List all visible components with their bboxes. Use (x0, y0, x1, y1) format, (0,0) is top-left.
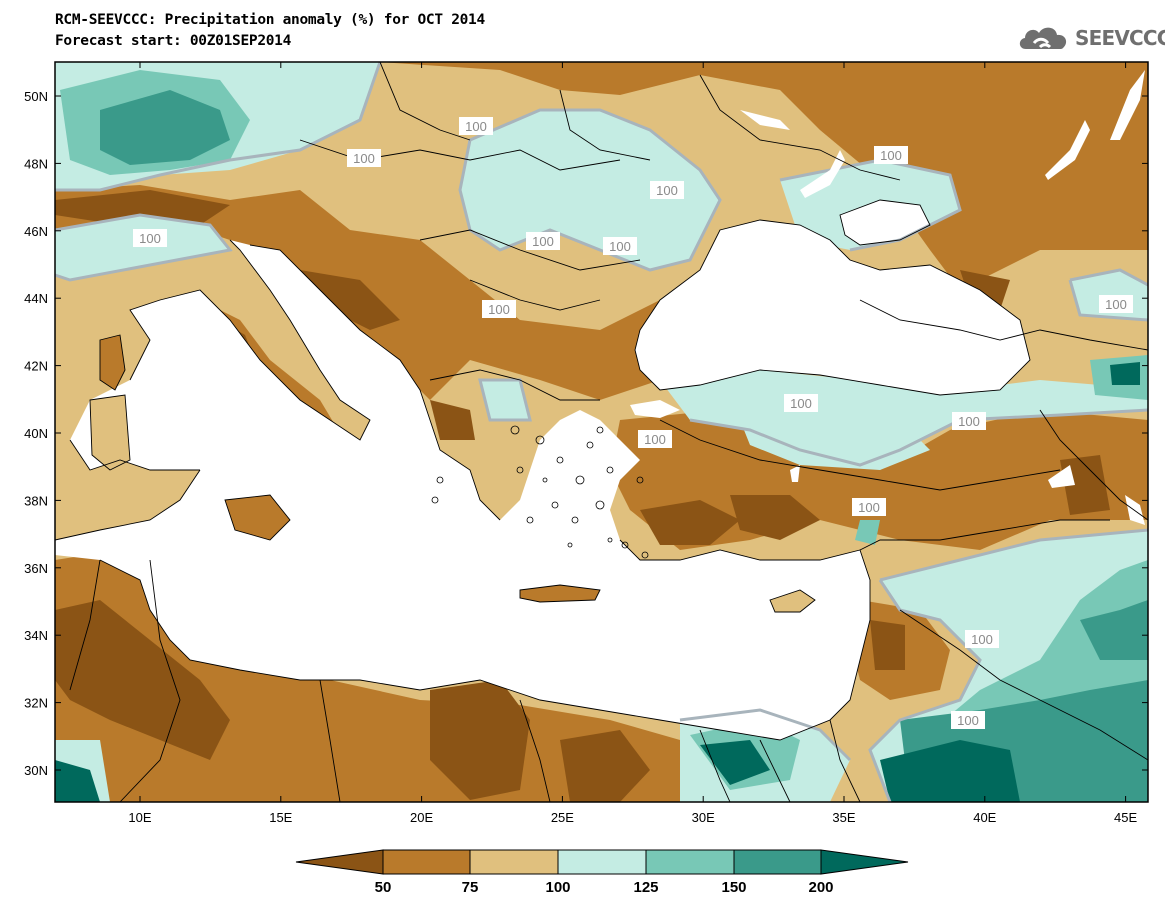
map-frame (54, 61, 1149, 803)
forecast-start-label: Forecast start: 00Z01SEP2014 (55, 33, 292, 49)
lat-tick-label: 34N (24, 628, 48, 643)
contour-label: 100 (656, 183, 678, 198)
colorbar-swatch-2 (469, 849, 559, 875)
lon-tick-label: 25E (551, 810, 574, 825)
lat-tick-label: 38N (24, 493, 48, 508)
latitude-axis: 50N 48N 46N 44N 42N 40N 38N 36N 34N 32N 30N (24, 89, 1148, 778)
colorbar-swatch-5 (733, 849, 822, 875)
contour-label: 100 (1105, 297, 1127, 312)
contour-label: 100 (880, 148, 902, 163)
colorbar-label: 50 (375, 879, 392, 896)
colorbar-swatch-6 (820, 849, 909, 875)
lon-tick-label: 20E (410, 810, 433, 825)
contour-label: 100 (609, 239, 631, 254)
colorbar-label: 150 (721, 879, 746, 896)
borders (55, 62, 1148, 802)
lat-tick-label: 42N (24, 359, 48, 374)
colorbar-swatch-3 (557, 849, 647, 875)
contour-100-lines (55, 62, 1148, 802)
lat-tick-label: 46N (24, 224, 48, 239)
colorbar-swatch-4 (645, 849, 735, 875)
colorbar-label: 75 (462, 879, 479, 896)
longitude-axis: 10E 15E 20E 25E 30E 35E 40E 45E (128, 62, 1137, 825)
lon-tick-label: 15E (269, 810, 292, 825)
contour-label: 100 (958, 414, 980, 429)
contour-label: 100 (790, 396, 812, 411)
lon-tick-label: 30E (692, 810, 715, 825)
contour-label: 100 (353, 151, 375, 166)
contour-label: 100 (465, 119, 487, 134)
colorbar-label: 125 (633, 879, 658, 896)
lat-tick-label: 50N (24, 89, 48, 104)
lat-tick-label: 40N (24, 426, 48, 441)
contour-labels: 100 100 100 100 100 100 100 100 100 100 … (133, 117, 1133, 729)
seevccc-logo: SEEVCCC (1016, 20, 1165, 56)
cloud-logo-icon (1019, 27, 1067, 49)
lat-tick-label: 44N (24, 291, 48, 306)
page-title: RCM-SEEVCCC: Precipitation anomaly (%) f… (55, 12, 485, 28)
contour-label: 100 (858, 500, 880, 515)
contour-label: 100 (532, 234, 554, 249)
contour-label: 100 (488, 302, 510, 317)
lon-tick-label: 10E (128, 810, 151, 825)
lat-tick-label: 32N (24, 696, 48, 711)
lat-tick-label: 48N (24, 156, 48, 171)
contour-label: 100 (139, 231, 161, 246)
colorbar-label: 200 (808, 879, 833, 896)
logo-text: SEEVCCC (1075, 26, 1165, 50)
colorbar: 50 75 100 125 150 200 (295, 849, 909, 896)
aegean-islands (431, 425, 649, 559)
lon-tick-label: 40E (973, 810, 996, 825)
anomaly-field: 100 100 100 100 100 100 100 100 100 100 … (55, 62, 1148, 802)
lat-tick-label: 30N (24, 763, 48, 778)
contour-label: 100 (644, 432, 666, 447)
lon-tick-label: 35E (832, 810, 855, 825)
contour-label: 100 (971, 632, 993, 647)
colorbar-swatch-1 (382, 849, 471, 875)
lon-tick-label: 45E (1114, 810, 1137, 825)
colorbar-swatch-0 (295, 849, 384, 875)
colorbar-label: 100 (545, 879, 570, 896)
lat-tick-label: 36N (24, 561, 48, 576)
contour-label: 100 (957, 713, 979, 728)
